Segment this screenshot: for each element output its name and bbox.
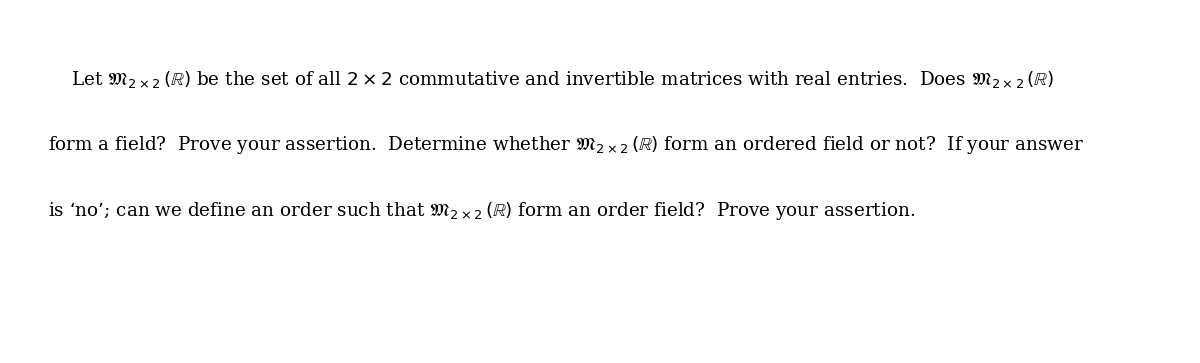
Text: is ‘no’; can we define an order such that $\mathfrak{M}_{2\times 2}\,(\mathbb{R}: is ‘no’; can we define an order such tha… — [48, 200, 916, 221]
Text: form a field?  Prove your assertion.  Determine whether $\mathfrak{M}_{2\times 2: form a field? Prove your assertion. Dete… — [48, 134, 1084, 156]
Text: Let $\mathfrak{M}_{2\times 2}\,(\mathbb{R})$ be the set of all $2\times 2$ commu: Let $\mathfrak{M}_{2\times 2}\,(\mathbb{… — [48, 69, 1054, 90]
